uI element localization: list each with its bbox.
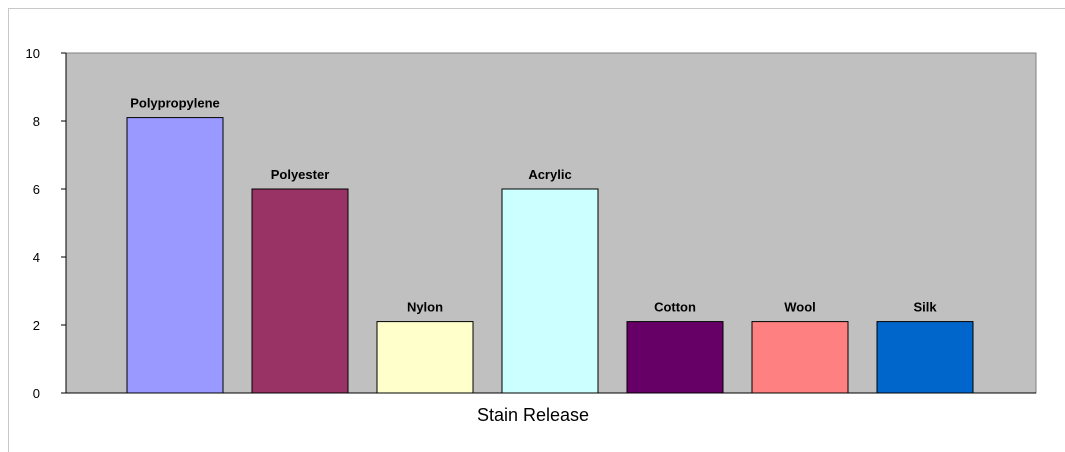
y-tick-label: 0 bbox=[33, 386, 40, 401]
y-tick-label: 8 bbox=[33, 114, 40, 129]
data-labels: Polypropylene Polyester Nylon Acrylic Cotton… bbox=[130, 96, 937, 315]
data-label-polyester: Polyester bbox=[271, 167, 330, 182]
y-tick-label: 4 bbox=[33, 250, 40, 265]
data-label-wool: Wool bbox=[784, 300, 816, 315]
y-tick-label: 6 bbox=[33, 182, 40, 197]
data-label-silk: Silk bbox=[913, 300, 937, 315]
bar-polypropylene bbox=[126, 117, 224, 394]
y-tick-label: 2 bbox=[33, 318, 40, 333]
data-label-cotton: Cotton bbox=[654, 300, 696, 315]
y-tick-label: 10 bbox=[26, 46, 40, 61]
bar-cotton bbox=[626, 321, 724, 394]
bar-nylon bbox=[376, 321, 474, 394]
data-label-acrylic: Acrylic bbox=[528, 167, 571, 182]
data-label-nylon: Nylon bbox=[407, 300, 443, 315]
bar-series bbox=[126, 117, 974, 394]
bar-wool bbox=[751, 321, 849, 394]
bar-silk bbox=[876, 321, 974, 394]
x-axis-label: Stain Release bbox=[477, 405, 589, 425]
chart-frame bbox=[8, 8, 1065, 452]
data-label-polypropylene: Polypropylene bbox=[130, 96, 220, 111]
bar-acrylic bbox=[501, 188, 599, 394]
bar-polyester bbox=[251, 188, 349, 394]
